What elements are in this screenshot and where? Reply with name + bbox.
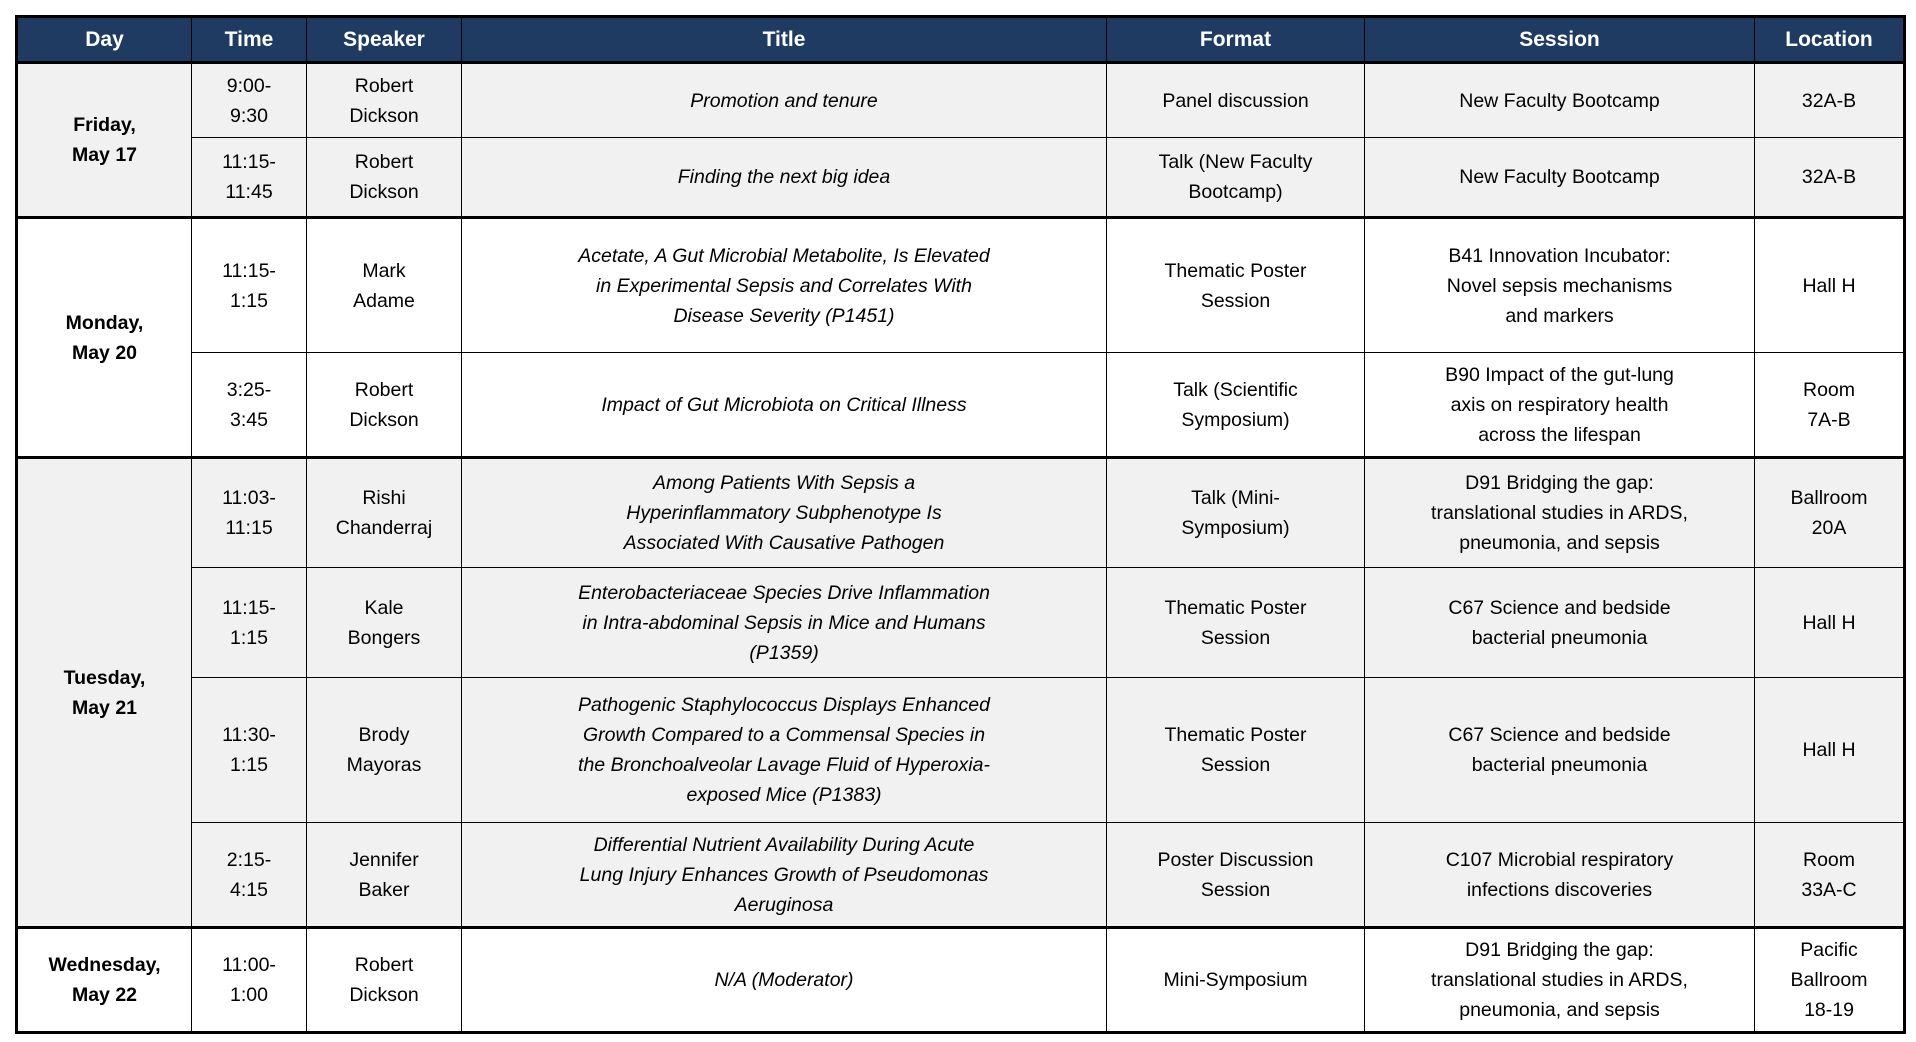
time-cell: 2:15- 4:15 xyxy=(191,822,307,928)
day-group-tuesday: Tuesday, May 21 11:03- 11:15 Rishi Chand… xyxy=(16,456,1905,928)
speaker-cell: Robert Dickson xyxy=(306,926,462,1033)
format-cell: Talk (New Faculty Bootcamp) xyxy=(1106,137,1365,218)
title-cell: Among Patients With Sepsis a Hyperinflam… xyxy=(461,456,1107,568)
title-cell: Enterobacteriaceae Species Drive Inflamm… xyxy=(461,567,1107,678)
session-cell: C107 Microbial respiratory infections di… xyxy=(1364,822,1755,928)
day-cell: Wednesday, May 22 xyxy=(16,926,192,1033)
conference-schedule-table: Day Time Speaker Title Format Session Lo… xyxy=(15,15,1906,1034)
session-cell: C67 Science and bedside bacterial pneumo… xyxy=(1364,567,1755,678)
location-cell: Hall H xyxy=(1754,567,1905,678)
table-row: 11:30- 1:15 Brody Mayoras Pathogenic Sta… xyxy=(17,677,1905,823)
day-cell: Tuesday, May 21 xyxy=(16,456,192,928)
time-cell: 9:00- 9:30 xyxy=(191,61,307,138)
session-cell: C67 Science and bedside bacterial pneumo… xyxy=(1364,677,1755,823)
title-cell: Finding the next big idea xyxy=(461,137,1107,218)
table-row: 3:25- 3:45 Robert Dickson Impact of Gut … xyxy=(17,352,1905,458)
header-cell-title: Title xyxy=(461,16,1107,64)
header-cell-format: Format xyxy=(1106,16,1365,64)
format-cell: Talk (Mini- Symposium) xyxy=(1106,456,1365,568)
header-cell-speaker: Speaker xyxy=(306,16,462,64)
title-cell: Pathogenic Staphylococcus Displays Enhan… xyxy=(461,677,1107,823)
speaker-cell: Robert Dickson xyxy=(306,61,462,138)
table-row: Friday, May 17 9:00- 9:30 Robert Dickson… xyxy=(16,61,1905,218)
location-cell: Room 7A-B xyxy=(1754,352,1905,458)
time-cell: 11:15- 1:15 xyxy=(191,216,307,353)
time-cell: 11:30- 1:15 xyxy=(191,677,307,823)
format-cell: Thematic Poster Session xyxy=(1106,567,1365,678)
day-group-wednesday: Wednesday, May 22 11:00- 1:00 Robert Dic… xyxy=(16,926,1905,1033)
time-cell: 3:25- 3:45 xyxy=(191,352,307,458)
session-cell: B90 Impact of the gut-lung axis on respi… xyxy=(1364,352,1755,458)
location-cell: Ballroom 20A xyxy=(1754,456,1905,568)
format-cell: Thematic Poster Session xyxy=(1106,677,1365,823)
speaker-cell: Mark Adame xyxy=(306,216,462,353)
day-group-friday: Friday, May 17 9:00- 9:30 Robert Dickson… xyxy=(16,61,1905,218)
time-cell: 11:03- 11:15 xyxy=(191,456,307,568)
header-cell-time: Time xyxy=(191,16,307,64)
speaker-cell: Rishi Chanderraj xyxy=(306,456,462,568)
session-cell: D91 Bridging the gap: translational stud… xyxy=(1364,456,1755,568)
speaker-cell: Kale Bongers xyxy=(306,567,462,678)
session-cell: New Faculty Bootcamp xyxy=(1364,61,1755,138)
title-cell: Acetate, A Gut Microbial Metabolite, Is … xyxy=(461,216,1107,353)
day-group-monday: Monday, May 20 11:15- 1:15 Mark Adame Ac… xyxy=(16,216,1905,458)
title-cell: Impact of Gut Microbiota on Critical Ill… xyxy=(461,352,1107,458)
format-cell: Mini-Symposium xyxy=(1106,926,1365,1033)
table-row: 2:15- 4:15 Jennifer Baker Differential N… xyxy=(17,822,1905,928)
location-cell: Hall H xyxy=(1754,677,1905,823)
time-cell: 11:15- 1:15 xyxy=(191,567,307,678)
table-row: Tuesday, May 21 11:03- 11:15 Rishi Chand… xyxy=(16,456,1905,928)
speaker-cell: Jennifer Baker xyxy=(306,822,462,928)
time-cell: 11:00- 1:00 xyxy=(191,926,307,1033)
format-cell: Poster Discussion Session xyxy=(1106,822,1365,928)
location-cell: 32A-B xyxy=(1754,137,1905,218)
title-cell: N/A (Moderator) xyxy=(461,926,1107,1033)
session-cell: D91 Bridging the gap: translational stud… xyxy=(1364,926,1755,1033)
session-cell: New Faculty Bootcamp xyxy=(1364,137,1755,218)
table-row: 11:15- 1:15 Kale Bongers Enterobacteriac… xyxy=(17,567,1905,678)
format-cell: Panel discussion xyxy=(1106,61,1365,138)
title-cell: Differential Nutrient Availability Durin… xyxy=(461,822,1107,928)
day-cell: Monday, May 20 xyxy=(16,216,192,458)
header-cell-location: Location xyxy=(1754,16,1905,64)
format-cell: Talk (Scientific Symposium) xyxy=(1106,352,1365,458)
location-cell: 32A-B xyxy=(1754,61,1905,138)
table-row: Monday, May 20 11:15- 1:15 Mark Adame Ac… xyxy=(16,216,1905,458)
table-row: Wednesday, May 22 11:00- 1:00 Robert Dic… xyxy=(16,926,1905,1033)
time-cell: 11:15- 11:45 xyxy=(191,137,307,218)
header-cell-day: Day xyxy=(16,16,192,64)
title-cell: Promotion and tenure xyxy=(461,61,1107,138)
location-cell: Room 33A-C xyxy=(1754,822,1905,928)
header-cell-session: Session xyxy=(1364,16,1755,64)
header-row: Day Time Speaker Title Format Session Lo… xyxy=(16,16,1905,64)
format-cell: Thematic Poster Session xyxy=(1106,216,1365,353)
location-cell: Hall H xyxy=(1754,216,1905,353)
speaker-cell: Robert Dickson xyxy=(306,352,462,458)
speaker-cell: Robert Dickson xyxy=(306,137,462,218)
speaker-cell: Brody Mayoras xyxy=(306,677,462,823)
table-row: 11:15- 11:45 Robert Dickson Finding the … xyxy=(17,137,1905,218)
day-cell: Friday, May 17 xyxy=(16,61,192,218)
session-cell: B41 Innovation Incubator: Novel sepsis m… xyxy=(1364,216,1755,353)
location-cell: Pacific Ballroom 18-19 xyxy=(1754,926,1905,1033)
